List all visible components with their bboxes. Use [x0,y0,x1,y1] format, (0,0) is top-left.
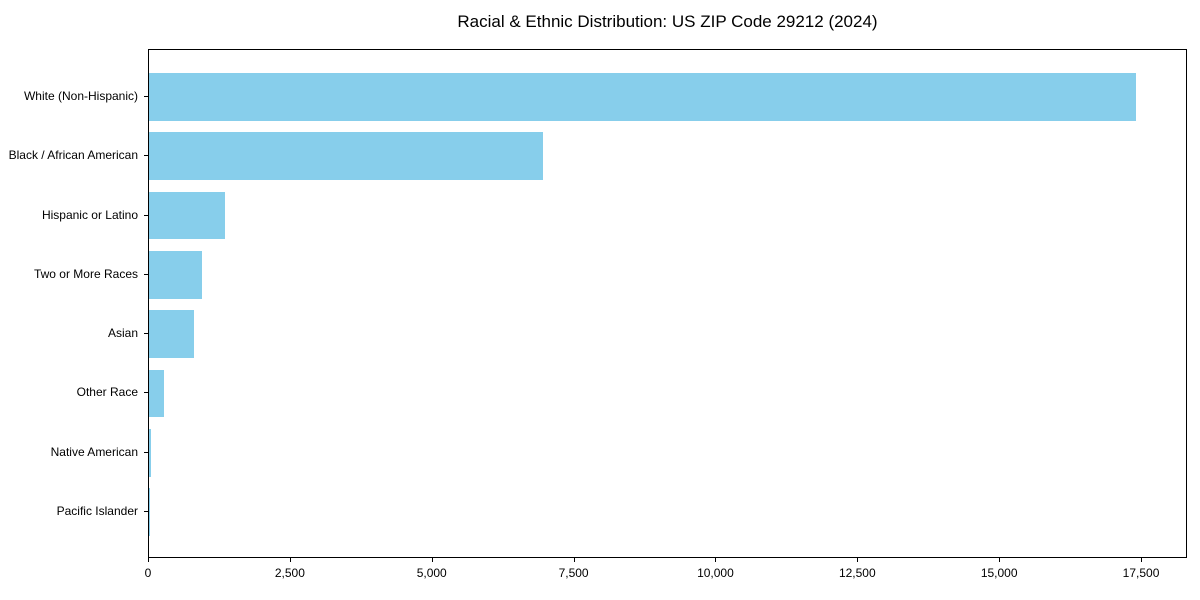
y-tick-mark [144,511,148,513]
y-tick-mark [144,392,148,394]
y-tick-mark [144,155,148,157]
y-tick-mark [144,95,148,97]
x-tick-mark [148,558,149,562]
y-tick-label: Black / African American [8,148,138,163]
y-tick-label: Native American [50,444,138,459]
bar-hispanic-or-latino [149,191,226,240]
bar-black-african-american [149,132,544,180]
y-tick-label: White (Non-Hispanic) [23,88,138,103]
x-tick-mark [857,558,859,562]
x-tick-mark [573,558,575,562]
x-tick-mark [999,558,1001,562]
y-tick-label: Two or More Races [33,266,138,281]
y-tick-mark [144,273,148,275]
y-tick-label: Other Race [76,385,138,400]
x-tick-label: 12,500 [838,566,876,580]
bar-other-race [149,369,164,418]
y-tick-label: Asian [107,326,138,341]
x-tick-label: 10,000 [697,566,734,580]
x-tick-label: 15,000 [980,566,1018,580]
y-tick-mark [144,451,148,453]
plot-area [148,49,1187,558]
chart-title: Racial & Ethnic Distribution: US ZIP Cod… [457,12,878,31]
bar-asian [149,310,194,358]
x-tick-label: 5,000 [416,566,447,580]
x-tick-mark [431,558,433,562]
y-tick-label: Pacific Islander [56,504,138,519]
bar-two-or-more-races [149,251,202,299]
y-tick-mark [144,214,148,216]
x-tick-mark [1141,558,1143,562]
y-tick-mark [144,333,148,335]
y-tick-label: Hispanic or Latino [41,207,138,222]
x-tick-label: 7,500 [558,566,589,580]
x-tick-label: 0 [144,566,152,580]
x-tick-label: 2,500 [274,566,305,580]
x-tick-label: 17,500 [1122,566,1160,580]
bar-native-american [149,429,151,477]
x-tick-mark [289,558,291,562]
x-tick-mark [715,558,717,562]
bar-white-non-hispanic [149,73,1137,121]
bar-pacific-islander [149,488,150,536]
